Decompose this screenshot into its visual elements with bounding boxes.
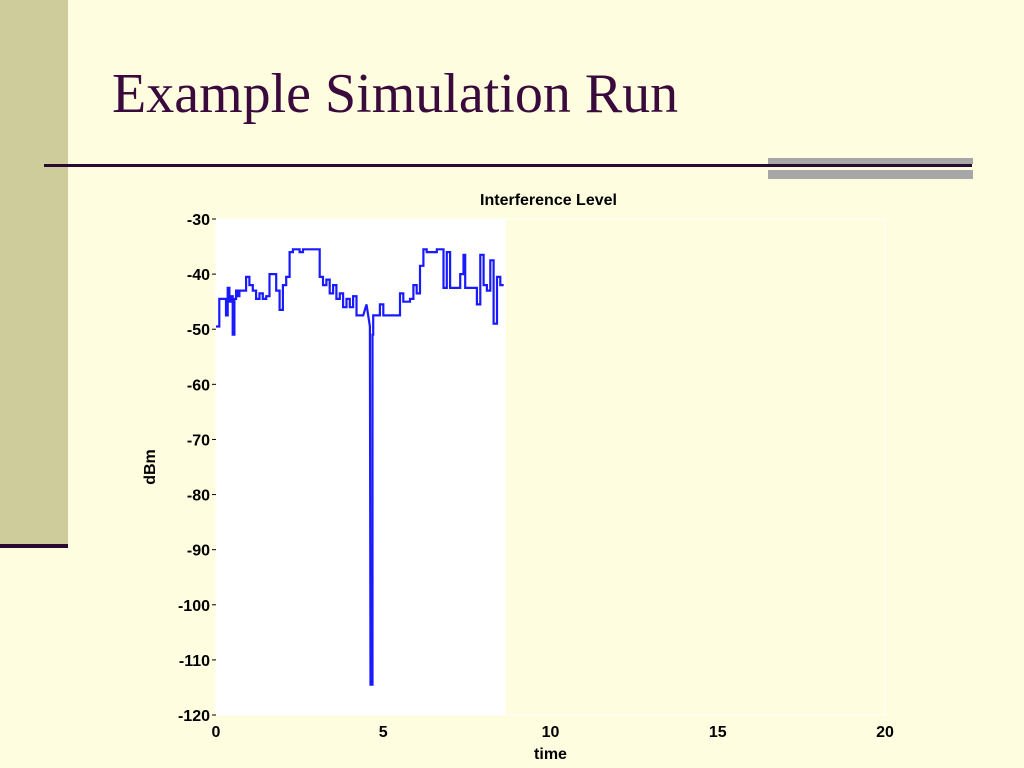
x-tick-label: 20	[876, 724, 894, 741]
x-tick-label: 15	[709, 724, 727, 741]
y-tick-label: -100	[178, 598, 210, 615]
accent-bar-top	[768, 158, 973, 164]
plot-area	[216, 219, 506, 715]
x-axis-title: time	[534, 746, 567, 763]
x-tick-label: 10	[542, 724, 560, 741]
y-tick-label: -70	[187, 432, 210, 449]
y-axis-title: dBm	[142, 449, 159, 485]
accent-bar-bottom	[768, 170, 973, 179]
slide-title: Example Simulation Run	[112, 63, 679, 125]
y-tick-label: -80	[187, 488, 210, 505]
slide-sidebar-rule	[0, 544, 68, 548]
y-tick-label: -110	[179, 653, 210, 670]
y-tick-label: -50	[187, 322, 210, 339]
slide-sidebar-decoration	[0, 0, 68, 546]
y-tick-label: -90	[187, 543, 210, 560]
x-tick-label: 0	[212, 724, 221, 741]
series-line	[216, 248, 504, 686]
y-tick-label: -30	[187, 212, 210, 229]
title-divider	[44, 164, 972, 167]
x-axis: 0 5 10 15 20	[212, 724, 894, 741]
y-tick-label: -40	[187, 267, 210, 284]
y-tick-label: -60	[187, 377, 210, 394]
y-tick-label: -120	[178, 708, 210, 725]
axes-box	[215, 218, 886, 716]
y-axis: -30 -40 -50 -60 -70 -80 -90 -100 -110 -120	[178, 212, 216, 725]
x-tick-label: 5	[379, 724, 388, 741]
chart-title: Interference Level	[480, 192, 617, 209]
